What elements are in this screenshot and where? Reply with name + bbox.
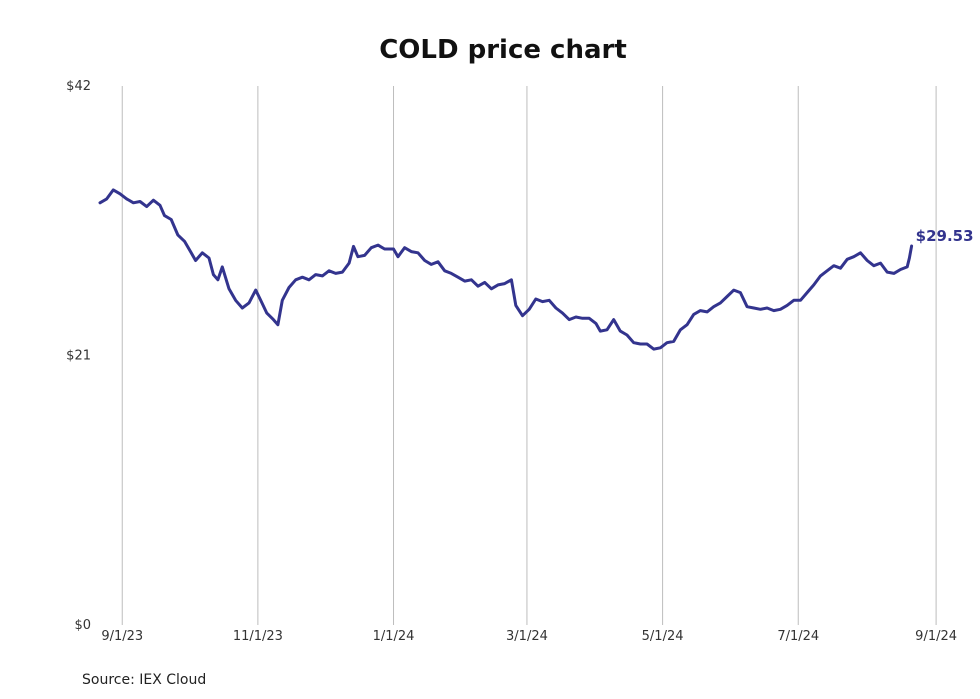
last-price-label: $29.53	[916, 227, 974, 245]
price-line	[98, 188, 914, 351]
x-tick-label-5: 7/1/24	[777, 629, 819, 644]
gridlines	[121, 86, 937, 625]
y-tick-label-0: $0	[74, 618, 91, 633]
x-tick-label-4: 5/1/24	[642, 629, 684, 644]
source-note: Source: IEX Cloud	[82, 672, 206, 688]
chart-title: COLD price chart	[379, 35, 627, 65]
x-tick-label-2: 1/1/24	[373, 629, 415, 644]
x-axis-ticks: 9/1/23 11/1/23 1/1/24 3/1/24 5/1/24 7/1/24 9/1…	[101, 629, 957, 644]
y-tick-label-1: $21	[66, 349, 91, 364]
x-tick-label-0: 9/1/23	[101, 629, 143, 644]
series-layer: $29.53	[98, 188, 974, 351]
y-tick-label-2: $42	[66, 79, 91, 94]
x-tick-label-6: 9/1/24	[915, 629, 957, 644]
y-axis-ticks: $0 $21 $42	[66, 79, 91, 633]
x-tick-label-1: 11/1/23	[233, 629, 283, 644]
x-tick-label-3: 3/1/24	[506, 629, 548, 644]
